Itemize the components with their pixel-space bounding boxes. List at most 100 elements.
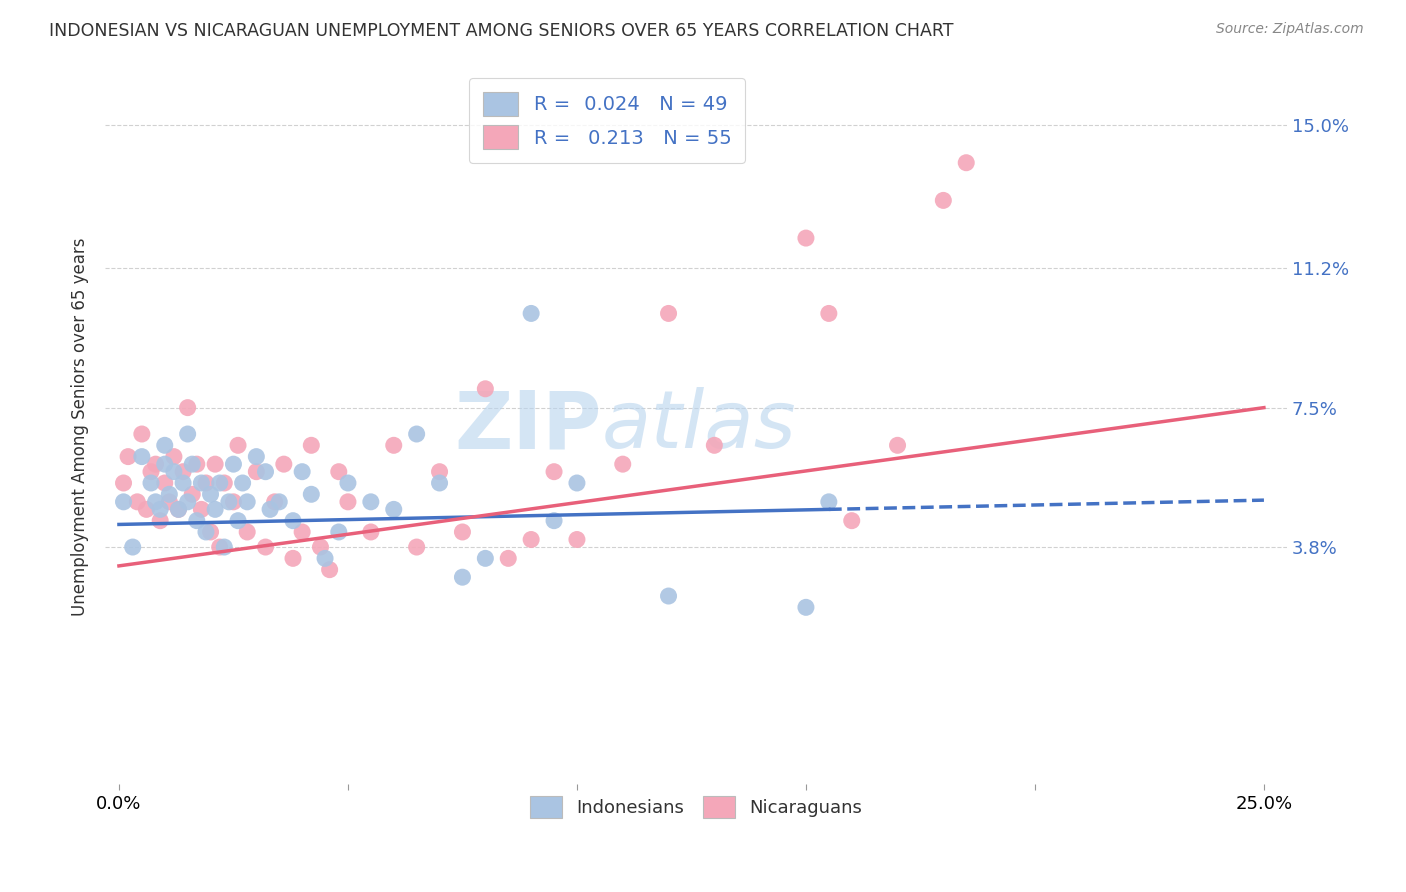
Point [263, 495, 285, 509]
Point [299, 438, 322, 452]
Point [236, 495, 259, 509]
Point [208, 540, 231, 554]
Point [328, 524, 350, 539]
Point [612, 457, 634, 471]
Text: Source: ZipAtlas.com: Source: ZipAtlas.com [1216, 22, 1364, 37]
Point [145, 495, 167, 509]
Point [299, 487, 322, 501]
Point [794, 600, 817, 615]
Point [186, 514, 208, 528]
Point [314, 551, 336, 566]
Point [496, 551, 519, 566]
Point [127, 495, 149, 509]
Text: atlas: atlas [602, 387, 796, 466]
Point [273, 457, 295, 471]
Point [176, 427, 198, 442]
Point [153, 457, 176, 471]
Point [222, 457, 245, 471]
Point [360, 524, 382, 539]
Point [565, 475, 588, 490]
Point [932, 194, 955, 208]
Point [245, 465, 267, 479]
Legend: Indonesians, Nicaraguans: Indonesians, Nicaraguans [523, 789, 869, 825]
Point [226, 514, 249, 528]
Point [204, 457, 226, 471]
Point [149, 514, 172, 528]
Point [204, 502, 226, 516]
Point [112, 475, 135, 490]
Point [214, 475, 236, 490]
Point [955, 155, 977, 169]
Point [163, 465, 186, 479]
Point [520, 306, 543, 320]
Point [657, 589, 679, 603]
Point [543, 465, 565, 479]
Point [200, 524, 222, 539]
Point [226, 438, 249, 452]
Point [269, 495, 291, 509]
Point [172, 475, 194, 490]
Point [194, 524, 217, 539]
Point [163, 450, 186, 464]
Point [254, 540, 277, 554]
Point [236, 524, 259, 539]
Point [360, 495, 382, 509]
Point [405, 427, 427, 442]
Point [112, 495, 135, 509]
Point [657, 306, 679, 320]
Point [232, 475, 254, 490]
Point [474, 551, 496, 566]
Point [818, 306, 841, 320]
Point [818, 495, 841, 509]
Point [841, 514, 863, 528]
Point [886, 438, 908, 452]
Point [181, 457, 204, 471]
Point [328, 465, 350, 479]
Point [520, 533, 543, 547]
Point [218, 495, 240, 509]
Point [121, 540, 143, 554]
Point [309, 540, 332, 554]
Point [214, 540, 236, 554]
Point [794, 231, 817, 245]
Point [186, 457, 208, 471]
Point [208, 475, 231, 490]
Point [543, 514, 565, 528]
Point [451, 524, 474, 539]
Point [190, 475, 212, 490]
Point [149, 502, 172, 516]
Point [194, 475, 217, 490]
Point [145, 457, 167, 471]
Point [153, 475, 176, 490]
Point [139, 465, 162, 479]
Point [200, 487, 222, 501]
Point [336, 475, 359, 490]
Point [167, 502, 190, 516]
Point [336, 495, 359, 509]
Point [382, 502, 405, 516]
Point [176, 495, 198, 509]
Point [405, 540, 427, 554]
Point [117, 450, 139, 464]
Point [131, 450, 153, 464]
Point [157, 495, 180, 509]
Point [131, 427, 153, 442]
Point [291, 524, 314, 539]
Point [318, 563, 340, 577]
Point [382, 438, 405, 452]
Point [135, 502, 157, 516]
Point [139, 475, 162, 490]
Point [429, 465, 451, 479]
Point [259, 502, 281, 516]
Point [222, 495, 245, 509]
Point [190, 502, 212, 516]
Text: INDONESIAN VS NICARAGUAN UNEMPLOYMENT AMONG SENIORS OVER 65 YEARS CORRELATION CH: INDONESIAN VS NICARAGUAN UNEMPLOYMENT AM… [49, 22, 953, 40]
Point [291, 465, 314, 479]
Point [281, 514, 304, 528]
Point [172, 465, 194, 479]
Point [474, 382, 496, 396]
Point [703, 438, 725, 452]
Point [451, 570, 474, 584]
Point [157, 487, 180, 501]
Point [181, 487, 204, 501]
